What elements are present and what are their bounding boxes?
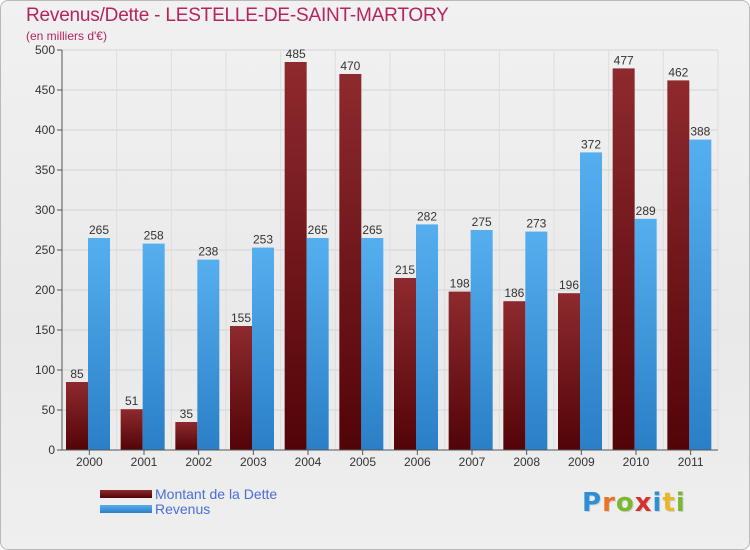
bar-dette bbox=[667, 80, 690, 451]
bar-revenus bbox=[470, 230, 493, 450]
bar-revenus bbox=[197, 259, 220, 450]
data-label-dette: 198 bbox=[450, 277, 470, 291]
data-label-revenus: 388 bbox=[690, 125, 710, 139]
data-label-dette: 485 bbox=[286, 47, 306, 61]
data-label-dette: 470 bbox=[340, 59, 360, 73]
data-label-revenus: 265 bbox=[362, 223, 382, 237]
legend-swatch-revenus bbox=[100, 505, 152, 513]
bar-dette bbox=[339, 74, 362, 450]
bar-revenus bbox=[142, 243, 165, 450]
logo-letter: t bbox=[662, 488, 676, 518]
legend-label-dette: Montant de la Dette bbox=[155, 486, 278, 502]
data-label-dette: 35 bbox=[180, 407, 194, 421]
y-tick-label: 350 bbox=[35, 163, 55, 177]
data-label-revenus: 282 bbox=[417, 209, 437, 223]
bar-revenus bbox=[361, 238, 384, 450]
logo-letter: i bbox=[652, 488, 663, 518]
proxiti-logo: Proxiti bbox=[582, 488, 686, 518]
x-tick-label: 2005 bbox=[349, 455, 376, 469]
x-tick-label: 2002 bbox=[185, 455, 212, 469]
bar-dette bbox=[175, 422, 198, 450]
x-tick-label: 2008 bbox=[513, 455, 540, 469]
y-tick-label: 400 bbox=[35, 123, 55, 137]
y-tick-label: 500 bbox=[35, 43, 55, 57]
logo-letter: i bbox=[675, 488, 686, 518]
logo-letter: o bbox=[615, 488, 635, 518]
data-label-dette: 51 bbox=[125, 394, 139, 408]
bar-dette bbox=[503, 301, 526, 450]
y-tick-label: 300 bbox=[35, 203, 55, 217]
data-label-revenus: 275 bbox=[472, 215, 492, 229]
bar-dette bbox=[558, 293, 580, 450]
y-tick-label: 50 bbox=[42, 403, 56, 417]
x-tick-label: 2007 bbox=[459, 455, 486, 469]
y-tick-label: 100 bbox=[35, 363, 55, 377]
x-tick-label: 2003 bbox=[240, 455, 267, 469]
x-tick-label: 2011 bbox=[678, 455, 704, 469]
logo-letter: r bbox=[602, 488, 616, 518]
logo-letter: x bbox=[634, 488, 653, 518]
y-tick-label: 0 bbox=[48, 443, 55, 457]
y-tick-label: 450 bbox=[35, 83, 55, 97]
x-tick-label: 2001 bbox=[131, 455, 158, 469]
bar-dette bbox=[612, 68, 635, 451]
bar-revenus bbox=[689, 139, 712, 450]
bar-revenus bbox=[580, 152, 602, 450]
x-tick-label: 2004 bbox=[295, 455, 322, 469]
data-label-revenus: 289 bbox=[636, 204, 656, 218]
data-label-dette: 462 bbox=[668, 65, 688, 79]
data-label-revenus: 265 bbox=[308, 223, 328, 237]
bar-revenus bbox=[634, 218, 657, 450]
legend-swatch-dette bbox=[100, 490, 152, 498]
x-tick-label: 2010 bbox=[623, 455, 650, 469]
x-tick-label: 2009 bbox=[568, 455, 595, 469]
y-tick-label: 200 bbox=[35, 283, 55, 297]
data-label-revenus: 372 bbox=[581, 137, 601, 151]
data-label-revenus: 265 bbox=[89, 223, 109, 237]
x-tick-label: 2000 bbox=[76, 455, 103, 469]
data-label-dette: 196 bbox=[559, 278, 579, 292]
bar-dette bbox=[66, 382, 88, 450]
data-label-revenus: 253 bbox=[253, 233, 273, 247]
chart-title: Revenus/Dette - LESTELLE-DE-SAINT-MARTOR… bbox=[26, 5, 449, 26]
data-label-revenus: 258 bbox=[144, 229, 164, 243]
bar-revenus bbox=[416, 224, 438, 450]
data-label-dette: 215 bbox=[395, 263, 415, 277]
bar-dette bbox=[284, 62, 307, 450]
bar-dette bbox=[120, 409, 143, 450]
data-label-dette: 477 bbox=[614, 53, 634, 67]
chart-subtitle: (en milliers d'€) bbox=[26, 29, 107, 43]
data-label-dette: 85 bbox=[70, 367, 84, 381]
data-label-revenus: 273 bbox=[526, 217, 546, 231]
y-tick-label: 250 bbox=[35, 243, 55, 257]
x-tick-label: 2006 bbox=[404, 455, 431, 469]
bar-dette bbox=[394, 278, 416, 450]
bar-revenus bbox=[525, 231, 548, 450]
data-label-revenus: 238 bbox=[198, 245, 218, 259]
y-tick-label: 150 bbox=[35, 323, 55, 337]
bar-revenus bbox=[306, 238, 329, 450]
legend-label-revenus: Revenus bbox=[155, 501, 211, 517]
bar-dette bbox=[230, 326, 252, 450]
data-label-dette: 186 bbox=[504, 286, 524, 300]
data-label-dette: 155 bbox=[231, 311, 251, 325]
logo-letter: P bbox=[582, 488, 603, 518]
bar-revenus bbox=[88, 238, 110, 450]
bar-dette bbox=[448, 291, 471, 450]
bar-revenus bbox=[252, 247, 274, 450]
